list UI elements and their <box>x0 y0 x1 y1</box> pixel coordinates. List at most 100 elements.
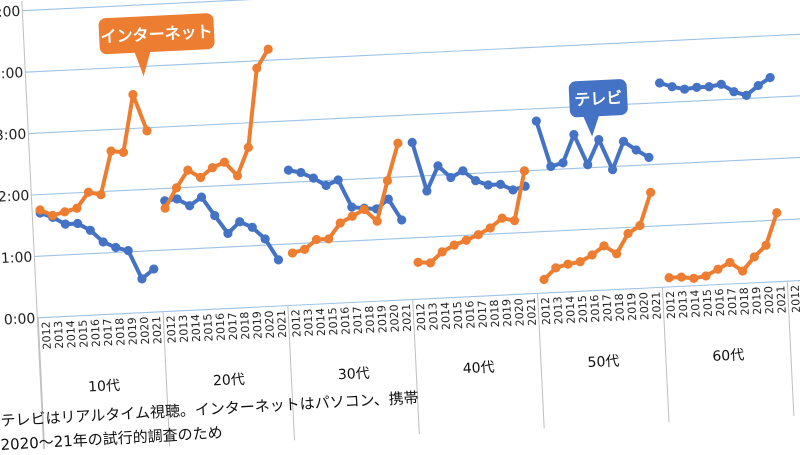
x-tick-label: 2014 <box>189 314 203 343</box>
internet-point <box>635 220 645 231</box>
tv-point <box>333 175 343 185</box>
internet-callout-pointer <box>134 51 151 77</box>
internet-line <box>38 92 150 218</box>
x-tick-label: 2019 <box>750 286 764 315</box>
x-tick-label: 2015 <box>701 289 715 318</box>
internet-point <box>207 163 217 173</box>
internet-point <box>106 146 116 156</box>
x-tick-label: 2014 <box>314 308 328 337</box>
internet-point <box>689 273 699 283</box>
internet-point <box>676 272 687 282</box>
x-tick-label: 2018 <box>613 293 627 322</box>
x-tick-label: 2013 <box>426 302 440 331</box>
group-divider <box>412 299 420 435</box>
tv-point <box>172 194 182 204</box>
internet-point <box>372 216 382 226</box>
x-tick-label: 2012 <box>289 309 303 338</box>
y-tick-label: 0:00 <box>4 311 36 329</box>
x-tick-label: 2021 <box>649 291 663 320</box>
tv-point <box>283 165 294 175</box>
x-tick-label: 2019 <box>500 299 514 328</box>
internet-line <box>290 141 400 256</box>
tv-line <box>534 119 651 172</box>
x-axis: 2012201320142015201620172018201920202021… <box>37 281 800 449</box>
gridline <box>25 23 800 73</box>
internet-line <box>667 210 779 281</box>
internet-point <box>437 247 447 257</box>
internet-point <box>393 138 403 148</box>
x-tick-label: 2021 <box>525 297 539 326</box>
internet-point <box>519 166 530 176</box>
internet-point <box>48 210 58 221</box>
internet-point <box>738 266 748 276</box>
tv-point <box>347 202 357 212</box>
tv-callout-label: テレビ <box>574 88 623 109</box>
internet-point <box>60 207 70 217</box>
x-tick-label: 2015 <box>576 295 590 324</box>
x-tick-label: 2019 <box>126 317 140 346</box>
group-divider <box>37 317 46 449</box>
internet-point <box>128 89 138 100</box>
x-tick-label: 2015 <box>326 307 340 336</box>
x-tick-label: 2014 <box>563 295 577 324</box>
internet-point <box>623 228 633 239</box>
group-label: 30代 <box>338 366 371 384</box>
gridline <box>34 207 800 257</box>
x-tick-label: 2016 <box>338 307 352 336</box>
tv-point <box>483 180 493 190</box>
tv-point <box>223 228 233 239</box>
internet-point <box>599 241 609 251</box>
x-tick-label: 2019 <box>375 305 389 334</box>
tv-point <box>60 219 70 229</box>
tv-point <box>508 185 518 195</box>
tv-point <box>123 246 133 256</box>
tv-point <box>765 72 775 83</box>
tv-callout: テレビ <box>568 79 628 137</box>
x-tick-label: 2020 <box>388 304 402 333</box>
x-tick-label: 2019 <box>250 311 264 340</box>
gridline <box>37 269 800 319</box>
tv-point <box>210 210 220 221</box>
y-tick-label: 3:00 <box>0 127 27 145</box>
tv-point <box>679 84 690 94</box>
tv-point <box>704 82 714 92</box>
internet-point <box>485 223 495 233</box>
x-tick-label: 2016 <box>463 300 477 329</box>
x-tick-label: 2012 <box>539 297 553 326</box>
x-tick-label: 2013 <box>302 308 316 337</box>
tv-line <box>657 75 773 98</box>
x-tick-label: 2017 <box>475 300 489 329</box>
tv-point <box>137 274 147 284</box>
tv-point <box>667 82 677 92</box>
x-tick-label: 2012 <box>40 321 54 350</box>
x-tick-label: 2016 <box>588 294 602 323</box>
x-tick-label: 2017 <box>351 306 365 335</box>
x-tick-label: 2020 <box>762 286 776 315</box>
internet-point <box>612 249 622 259</box>
internet-point <box>311 234 322 245</box>
x-tick-label: 2020 <box>138 316 152 345</box>
internet-point <box>35 205 45 215</box>
internet-point <box>575 257 585 267</box>
tv-point <box>247 222 257 232</box>
internet-point <box>551 263 561 273</box>
tv-point <box>471 176 481 186</box>
tv-point <box>111 242 121 253</box>
internet-point <box>160 203 170 213</box>
x-tick-label: 2021 <box>150 316 164 345</box>
x-tick-label: 2019 <box>625 292 639 321</box>
internet-callout: インターネット <box>98 13 215 77</box>
internet-point <box>664 273 674 283</box>
tv-line <box>38 210 156 281</box>
x-tick-label: 2012 <box>664 291 678 320</box>
tv-point <box>383 194 393 204</box>
x-tick-label: 2014 <box>688 289 702 318</box>
tv-point <box>407 137 417 148</box>
x-tick-label: 2018 <box>737 287 751 316</box>
x-tick-label: 2012 <box>789 284 800 313</box>
internet-point <box>359 204 369 215</box>
x-tick-label: 2017 <box>600 294 614 323</box>
x-tick-label: 2020 <box>512 298 526 327</box>
group-label: 60代 <box>712 347 745 365</box>
